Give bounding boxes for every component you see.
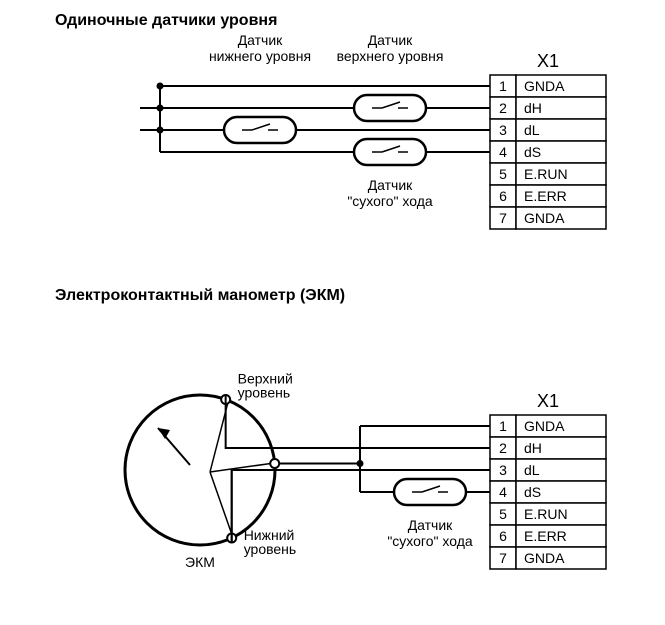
sensor-lower-label: Датчик xyxy=(238,32,283,48)
pin-name: E.RUN xyxy=(524,506,568,522)
connector-title: X1 xyxy=(537,51,559,71)
pin-name: GNDA xyxy=(524,550,565,566)
pin-name: E.RUN xyxy=(524,166,568,182)
sensor-dry-label: Датчик xyxy=(368,177,413,193)
section1-heading: Одиночные датчики уровня xyxy=(55,12,277,29)
pin-number: 4 xyxy=(499,484,507,500)
pin-number: 7 xyxy=(499,550,507,566)
pin-name: dS xyxy=(524,484,541,500)
pin-number: 2 xyxy=(499,100,507,116)
pin-number: 1 xyxy=(499,418,507,434)
section2-heading: Электроконтактный манометр (ЭКМ) xyxy=(55,287,345,304)
pin-name: E.ERR xyxy=(524,528,567,544)
section2-connector-table: X1 1 GNDA 2 dH 3 dL 4 dS 5 E.RUN 6 E.ERR 7 GNDA xyxy=(490,391,606,569)
sensor-dry xyxy=(354,139,426,165)
pin-name: GNDA xyxy=(524,418,565,434)
pin-name: dH xyxy=(524,440,542,456)
pin-number: 5 xyxy=(499,506,507,522)
sensor-upper xyxy=(354,95,426,121)
pin-name: GNDA xyxy=(524,78,565,94)
pin-number: 3 xyxy=(499,122,507,138)
sensor-lower-label2: нижнего уровня xyxy=(209,48,311,64)
pin-name: dS xyxy=(524,144,541,160)
pin-number: 6 xyxy=(499,528,507,544)
connector-title: X1 xyxy=(537,391,559,411)
wiring-diagram: Одиночные датчики уровня X1 1 GNDA 2 dH 3 dL 4 dS… xyxy=(0,0,665,625)
sensor-lower xyxy=(224,117,296,143)
section1-connector-table: X1 1 GNDA 2 dH 3 dL 4 dS 5 E.RUN 6 E.ERR 7 GNDA xyxy=(490,51,606,229)
pin-number: 1 xyxy=(499,78,507,94)
pin-number: 2 xyxy=(499,440,507,456)
pin-name: GNDA xyxy=(524,210,565,226)
sensor-dry2-label: Датчик xyxy=(408,517,453,533)
pin-number: 7 xyxy=(499,210,507,226)
pin-number: 6 xyxy=(499,188,507,204)
pin-name: dH xyxy=(524,100,542,116)
sensor-dry-2 xyxy=(394,479,466,505)
gauge-terminal xyxy=(270,459,279,468)
sensor-upper-label: Датчик xyxy=(368,32,413,48)
gauge-lower-label2: уровень xyxy=(244,541,297,557)
sensor-dry-label2: "сухого" хода xyxy=(347,193,433,209)
pin-name: dL xyxy=(524,122,540,138)
pin-name: E.ERR xyxy=(524,188,567,204)
pin-name: dL xyxy=(524,462,540,478)
pin-number: 3 xyxy=(499,462,507,478)
gauge-label: ЭКМ xyxy=(185,554,215,570)
pin-number: 4 xyxy=(499,144,507,160)
gauge-upper-label2: уровень xyxy=(238,385,291,401)
sensor-upper-label2: верхнего уровня xyxy=(337,48,444,64)
sensor-dry2-label2: "сухого" хода xyxy=(387,533,473,549)
pin-number: 5 xyxy=(499,166,507,182)
